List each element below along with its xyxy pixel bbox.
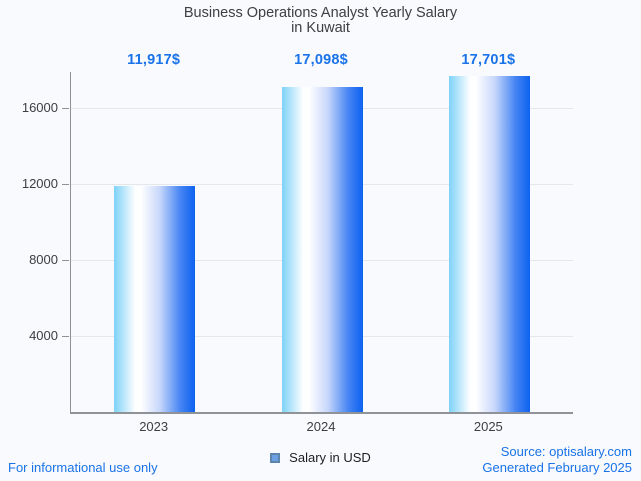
source-text: Source: optisalary.com	[500, 444, 632, 459]
source-block: Source: optisalary.com Generated Februar…	[482, 444, 632, 476]
y-tick-label: 16000	[21, 100, 58, 116]
y-axis-tick	[62, 108, 69, 110]
y-axis-tick	[62, 260, 69, 262]
legend-swatch-icon	[270, 452, 281, 463]
bar-2024[interactable]	[281, 87, 363, 412]
y-axis-tick	[62, 184, 69, 186]
y-tick-label: 8000	[29, 252, 58, 268]
value-label: 11,917$	[127, 52, 181, 68]
bar-2023[interactable]	[114, 185, 196, 412]
x-tick-label: 2024	[306, 419, 336, 434]
y-axis-tick	[62, 336, 69, 338]
value-label: 17,098$	[294, 52, 348, 68]
x-tick-label: 2023	[139, 419, 169, 434]
x-tick-label: 2025	[473, 419, 503, 434]
disclaimer-text: For informational use only	[8, 460, 158, 475]
value-label: 17,701$	[461, 52, 516, 68]
chart-title-line1: Business Operations Analyst Yearly Salar…	[183, 5, 458, 21]
generated-text: Generated February 2025	[482, 460, 632, 475]
chart-title: Business Operations Analyst Yearly Salar…	[0, 6, 641, 36]
y-tick-label: 4000	[29, 328, 58, 344]
bar-2025[interactable]	[448, 75, 530, 412]
plot-area	[70, 72, 573, 414]
y-tick-label: 12000	[21, 176, 58, 192]
legend-label: Salary in USD	[289, 450, 371, 465]
chart-legend: Salary in USD	[0, 450, 641, 465]
chart-title-line2: in Kuwait	[291, 20, 350, 36]
